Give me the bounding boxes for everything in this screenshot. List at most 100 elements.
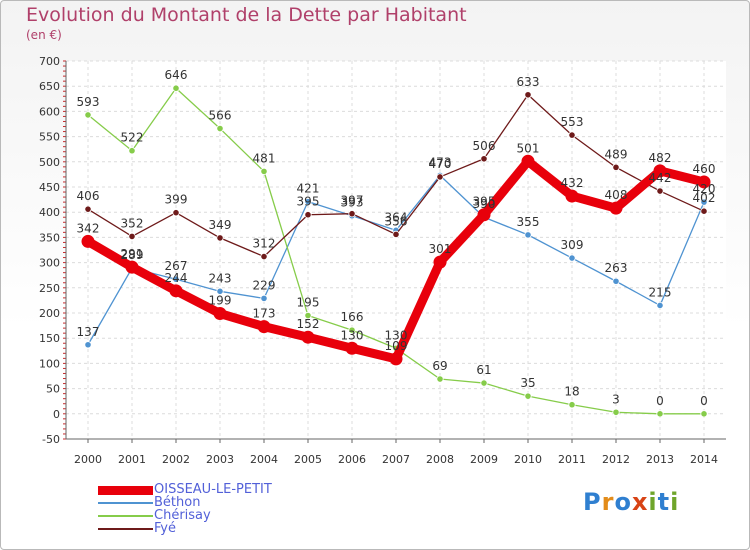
- data-label: 263: [605, 261, 628, 275]
- data-label: 243: [209, 271, 232, 285]
- data-point: [260, 252, 268, 261]
- y-tick-label: 500: [39, 156, 60, 169]
- data-label: 402: [693, 191, 716, 205]
- x-tick-label: 2013: [646, 453, 674, 466]
- legend-swatch: [98, 515, 153, 517]
- data-point: [172, 209, 180, 217]
- data-label: 481: [253, 151, 276, 165]
- data-point: [348, 210, 356, 218]
- data-label: 0: [656, 394, 664, 408]
- data-label: 473: [429, 155, 452, 169]
- y-tick-label: 550: [39, 131, 60, 144]
- y-tick-label: 0: [53, 408, 60, 421]
- x-tick-label: 2002: [162, 453, 190, 466]
- data-label: 3: [612, 392, 620, 406]
- data-label: 166: [341, 310, 364, 324]
- data-point: [653, 164, 667, 178]
- data-point: [568, 254, 576, 262]
- logo-letter: i: [670, 488, 680, 516]
- data-label: 301: [429, 242, 452, 256]
- data-label: 397: [341, 194, 364, 208]
- data-point: [524, 91, 532, 99]
- data-label: 35: [520, 376, 535, 390]
- data-point: [216, 287, 224, 295]
- data-point: [81, 234, 95, 248]
- data-point: [84, 205, 92, 213]
- x-tick-label: 2009: [470, 453, 498, 466]
- data-point: [697, 175, 711, 189]
- chart-subtitle: (en €): [26, 28, 62, 42]
- data-point: [260, 294, 268, 302]
- x-tick-label: 2008: [426, 453, 454, 466]
- y-tick-label: 250: [39, 282, 60, 295]
- data-point: [125, 260, 139, 274]
- data-point: [172, 84, 180, 92]
- data-point: [656, 187, 664, 195]
- data-point: [169, 284, 183, 298]
- data-point: [700, 207, 708, 215]
- y-tick-label: 400: [39, 206, 60, 219]
- data-label: 421: [297, 182, 320, 196]
- logo-letter: t: [657, 488, 671, 516]
- data-label: 395: [473, 195, 496, 209]
- data-label: 470: [429, 157, 452, 171]
- data-point: [260, 167, 268, 175]
- data-label: 352: [121, 216, 144, 230]
- data-label: 18: [564, 385, 579, 399]
- logo-letter: i: [648, 488, 658, 516]
- data-label: 152: [297, 317, 320, 331]
- data-point: [612, 163, 620, 171]
- data-point: [700, 410, 708, 418]
- data-point: [84, 341, 92, 349]
- data-point: [612, 408, 620, 416]
- legend-label: OISSEAU-LE-PETIT: [154, 482, 272, 497]
- data-point: [477, 208, 491, 222]
- data-label: 69: [432, 359, 447, 373]
- data-label: 593: [77, 95, 100, 109]
- data-point: [216, 124, 224, 133]
- data-point: [521, 154, 535, 168]
- x-tick-label: 2011: [558, 453, 586, 466]
- data-label: 406: [77, 189, 100, 203]
- data-label: 506: [473, 139, 496, 153]
- data-point: [565, 189, 579, 203]
- data-label: 646: [165, 68, 188, 82]
- data-point: [348, 326, 356, 334]
- data-point: [345, 341, 359, 355]
- data-point: [436, 173, 444, 181]
- data-label: 432: [561, 176, 584, 190]
- data-label: 312: [253, 237, 276, 251]
- data-point: [128, 147, 136, 155]
- data-label: 633: [517, 75, 540, 89]
- data-label: 137: [77, 325, 100, 339]
- x-tick-label: 2006: [338, 453, 366, 466]
- data-point: [524, 392, 532, 400]
- data-point: [301, 330, 315, 344]
- data-label: 309: [561, 238, 584, 252]
- x-tick-label: 2000: [74, 453, 102, 466]
- data-point: [568, 131, 576, 139]
- data-point: [480, 155, 488, 163]
- data-label: 267: [165, 259, 188, 273]
- data-point: [172, 275, 180, 283]
- data-label: 501: [517, 141, 540, 155]
- data-label: 173: [253, 307, 276, 321]
- x-tick-label: 2014: [690, 453, 718, 466]
- data-point: [128, 232, 136, 240]
- logo-letter: o: [614, 488, 632, 516]
- legend-swatch: [98, 528, 153, 530]
- data-point: [213, 307, 227, 321]
- data-label: 130: [385, 328, 408, 342]
- data-point: [524, 231, 532, 239]
- data-label: 390: [473, 197, 496, 211]
- data-label: 195: [297, 296, 320, 310]
- y-tick-label: 300: [39, 257, 60, 270]
- y-tick-label: -50: [42, 433, 60, 446]
- data-point: [480, 379, 488, 387]
- x-tick-label: 2005: [294, 453, 322, 466]
- x-tick-label: 2001: [118, 453, 146, 466]
- data-point: [433, 255, 447, 269]
- data-point: [612, 277, 620, 285]
- data-label: 393: [341, 196, 364, 210]
